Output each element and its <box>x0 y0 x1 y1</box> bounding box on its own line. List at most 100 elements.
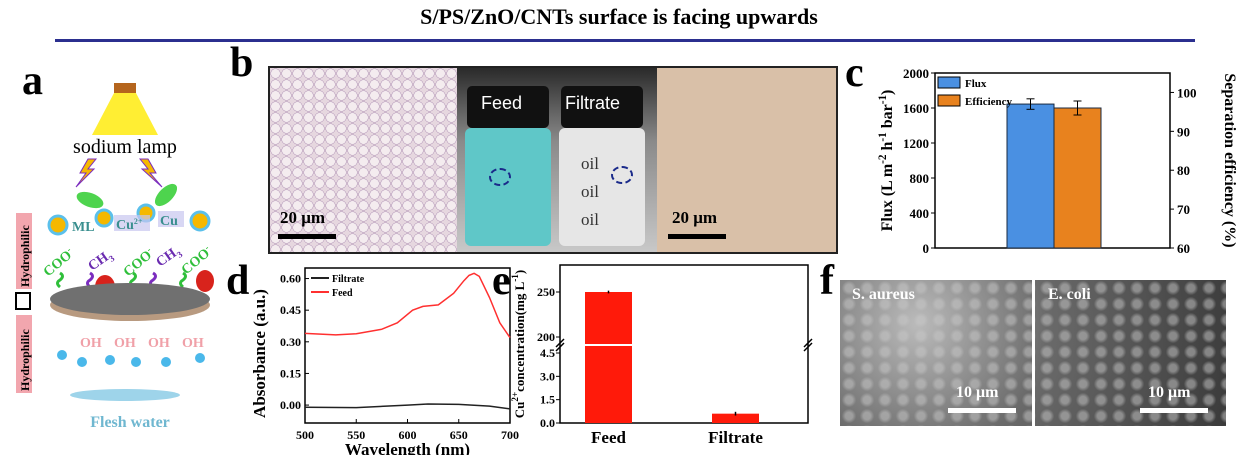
figure-title: S/PS/ZnO/CNTs surface is facing upwards <box>420 4 818 29</box>
y-tick-label: 0 <box>923 241 930 256</box>
bar-feed <box>585 292 632 423</box>
cu-ion-symbol: Cu <box>116 218 134 233</box>
legend-swatch <box>937 94 961 107</box>
y-tick-label: 4.5 <box>540 346 555 360</box>
panel-a-schematic: sodium lamp ML Cu2+ Cu COO- COO- COO- CH… <box>15 83 214 431</box>
y-axis-label: Flux (L m-2 h-1 bar-1) <box>877 90 896 232</box>
oh-groups: OH OH OH OH <box>80 336 204 351</box>
y2-tick-label: 80 <box>1177 163 1190 178</box>
legend-label: Flux <box>965 78 987 90</box>
y-tick-label: 0.30 <box>280 335 301 349</box>
y-tick-label: 200 <box>537 330 555 344</box>
axis-break-mark <box>803 338 813 348</box>
scale-bar-sem-right <box>1140 408 1208 413</box>
lamp-label: sodium lamp <box>73 136 177 158</box>
surface-groups: COO- COO- COO- CH3 CH3 <box>41 243 213 280</box>
chart-c: 0 400 800 1200 1600 2000 60 70 80 90 100 Flux (L m-… <box>877 66 1238 256</box>
hydrophilic-side-labels: Hydrophilic Hydrophilic <box>15 213 32 393</box>
ml-label: ML <box>72 220 95 235</box>
bacteria-icon <box>154 183 178 207</box>
bar-flux <box>1006 103 1055 249</box>
legend-label: Filtrate <box>332 274 365 285</box>
scale-label-sem-left: 10 μm <box>956 384 999 401</box>
scale-label-left: 20 μm <box>280 208 326 227</box>
oil-text: oil <box>581 182 599 201</box>
s-aureus-label: S. aureus <box>852 286 915 303</box>
title-rule <box>55 39 1195 42</box>
feed-micrograph <box>270 68 457 252</box>
y-tick-label: 0.0 <box>540 416 555 430</box>
y-tick-label: 400 <box>910 206 930 221</box>
y2-tick-label: 70 <box>1177 202 1190 217</box>
x-tick-label: 550 <box>347 428 365 442</box>
feed-zoom-circle <box>489 168 511 186</box>
filtrate-label: Filtrate <box>565 93 621 113</box>
y-tick-label: 0.45 <box>280 303 301 317</box>
filtrate-bottle: oil oil oil <box>559 128 645 246</box>
cu-ion-charge: 2+ <box>134 217 143 226</box>
panel-b-images: 20 μm Feed oil oil oil Filtrate 20 μm <box>268 66 838 254</box>
scale-bar-sem-left <box>948 408 1016 413</box>
series-line-feed <box>304 272 511 339</box>
hydrophilic-label-top: Hydrophilic <box>18 225 32 287</box>
bar-filtrate <box>712 413 759 423</box>
axis-break-mark <box>555 338 565 348</box>
membrane-disk <box>50 283 210 321</box>
series-line-filtrate <box>304 403 511 410</box>
scale-label-right: 20 μm <box>672 208 718 227</box>
cu-ion-label: Cu2+ <box>116 217 143 233</box>
bar-efficiency <box>1053 107 1102 249</box>
water-splash-icon <box>70 389 180 401</box>
scale-bar-right <box>668 234 726 239</box>
panel-label-f: f <box>820 258 834 304</box>
oil-text: oil <box>581 210 599 229</box>
lightning-icon <box>75 158 98 188</box>
chart-d: 500 550 600 650 700 0.00 0.15 0.30 0.45 0.60 Wavel… <box>250 267 519 455</box>
y-tick-label: 2000 <box>903 66 929 81</box>
y2-tick-label: 90 <box>1177 124 1190 139</box>
panel-label-e: e <box>492 258 511 304</box>
y2-tick-label: 60 <box>1177 241 1190 256</box>
lightning-icon <box>138 158 163 188</box>
water-drop-icons <box>57 350 205 367</box>
sem-images: S. aureus E. coli 10 μm 10 μm <box>840 280 1226 426</box>
bacteria-icon <box>76 191 104 209</box>
legend-label: Feed <box>332 288 353 299</box>
lamp-icon <box>92 83 158 135</box>
y-tick-label: 800 <box>910 171 930 186</box>
panel-label-b: b <box>230 40 254 86</box>
feed-label: Feed <box>481 93 523 113</box>
x-tick-label: 500 <box>296 428 314 442</box>
panel-label-c: c <box>845 50 864 96</box>
sem-divider <box>1032 280 1035 426</box>
scale-label-sem-right: 10 μm <box>1148 384 1191 401</box>
bottles-photo: Feed oil oil oil Filtrate <box>457 68 657 252</box>
y-tick-label: 1.5 <box>540 393 555 407</box>
ch3-label: CH3 <box>86 247 117 276</box>
y2-tick-label: 100 <box>1177 85 1197 100</box>
svg-text:OH: OH <box>80 336 102 351</box>
svg-text:OH: OH <box>182 336 204 351</box>
x-axis-label: Wavelength (nm) <box>345 440 470 455</box>
coo-label: COO- <box>120 245 158 280</box>
axis-break-mark <box>555 342 565 352</box>
x-tick-label: Feed <box>591 428 626 447</box>
svg-text:OH: OH <box>148 336 170 351</box>
y-axis-label: Cu2+concentration(mg L-1) <box>510 270 527 418</box>
y2-axis-label: Separation efficiency (%) <box>1221 73 1238 247</box>
water-label: Flesh water <box>90 414 170 431</box>
y-tick-label: 1200 <box>903 136 929 151</box>
y-tick-label: 0.60 <box>280 272 301 286</box>
scale-bar-left <box>278 234 336 239</box>
svg-text:OH: OH <box>114 336 136 351</box>
y-tick-label: 0.00 <box>280 398 301 412</box>
hydrophilic-label-bottom: Hydrophilic <box>18 329 32 391</box>
feed-bottle <box>465 128 551 246</box>
filtrate-bottle-cap <box>561 86 643 128</box>
panel-label-d: d <box>226 258 250 304</box>
e-coli-label: E. coli <box>1048 286 1091 303</box>
x-tick-label: 700 <box>501 428 519 442</box>
legend-swatch <box>937 76 961 89</box>
oil-text: oil <box>581 154 599 173</box>
y-tick-label: 1600 <box>903 101 929 116</box>
